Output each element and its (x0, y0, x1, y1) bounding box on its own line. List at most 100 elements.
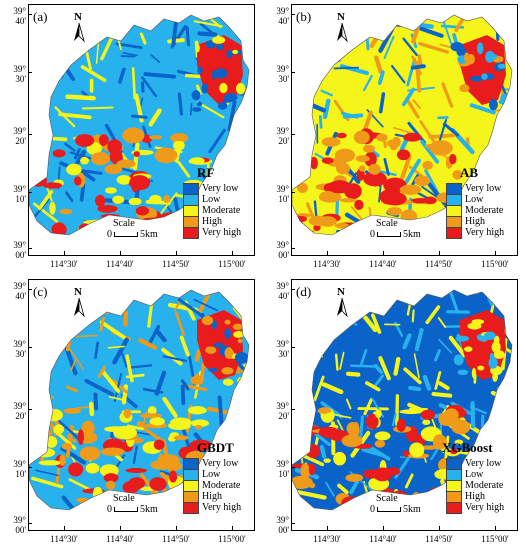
latitude-label: 39° 00' (13, 515, 26, 535)
lon-tick (327, 526, 328, 530)
longitude-label: 114°50' (425, 534, 453, 544)
lon-tick (383, 526, 384, 530)
longitude-label: 115°00' (218, 259, 246, 269)
lat-tick (291, 467, 295, 468)
legend: Very low Low Moderate High Very high (446, 457, 504, 514)
legend-label: Very low (202, 182, 239, 194)
north-arrow-icon: N (71, 11, 87, 45)
longitude-label: 114°50' (162, 259, 190, 269)
legend-label: Low (202, 468, 221, 480)
susceptibility-map (29, 290, 249, 510)
latitude-label: 39° 10' (13, 184, 26, 204)
legend-item: Low (446, 468, 504, 481)
longitude-label: 115°00' (218, 534, 246, 544)
lat-tick (28, 289, 32, 290)
latitude-label: 39° 40' (13, 6, 26, 26)
legend-label: Very low (202, 457, 239, 469)
longitude-label: 114°40' (369, 534, 397, 544)
map-svg (29, 289, 250, 511)
latitude-label: 39° 40' (276, 281, 289, 301)
legend-label: High (465, 215, 485, 227)
scale-bar: Scale 0 5km (370, 218, 421, 240)
panel-label: (d) (296, 284, 312, 299)
legend-item: Very low (183, 457, 241, 470)
map-panel-c: (c) N GBDT Very low Low Moderate High Very high… (0, 275, 263, 550)
map-panel-b: (b) N AB Very low Low Moderate High Very high Sc… (263, 0, 526, 275)
legend-swatch (446, 226, 462, 239)
legend-item: Very low (446, 457, 504, 470)
latitude-label: 39° 40' (276, 6, 289, 26)
legend-label: High (465, 490, 485, 502)
lat-tick (28, 467, 32, 468)
model-name: XGBoost (442, 440, 493, 455)
lat-tick (291, 134, 295, 135)
legend: Very low Low Moderate High Very high (183, 182, 242, 239)
lon-tick (327, 251, 328, 255)
lat-tick (28, 72, 32, 73)
north-arrow-icon: N (71, 286, 87, 320)
legend-item: Very low (446, 182, 504, 195)
legend-label: Very high (465, 226, 505, 238)
legend-item: Moderate (446, 204, 504, 217)
longitude-label: 114°50' (162, 534, 190, 544)
lat-tick (291, 289, 295, 290)
latitude-label: 39° 20' (13, 401, 26, 421)
lat-tick (28, 134, 32, 135)
lat-tick (28, 192, 32, 193)
longitude-label: 114°50' (425, 259, 453, 269)
legend-item: Very high (446, 501, 504, 514)
latitude-label: 39° 20' (13, 126, 26, 146)
legend-label: Moderate (202, 479, 241, 491)
latitude-label: 39° 10' (276, 184, 289, 204)
longitude-label: 115°00' (481, 534, 509, 544)
lat-tick (28, 523, 32, 524)
legend-swatch (183, 501, 199, 514)
longitude-label: 114°30' (313, 259, 341, 269)
map-frame: (a) N RF Very low Low Moderate High Very high Sc… (28, 4, 255, 256)
legend-label: Very low (465, 182, 502, 194)
legend-item: Moderate (446, 479, 504, 492)
lat-tick (291, 192, 295, 193)
legend-item: Low (446, 193, 504, 206)
legend-item: High (446, 215, 504, 228)
legend-item: Very high (183, 501, 242, 514)
panel-label: (a) (33, 9, 48, 24)
legend-label: Moderate (465, 479, 504, 491)
longitude-label: 115°00' (481, 259, 509, 269)
legend-item: Moderate (183, 204, 241, 217)
lon-tick (495, 526, 496, 530)
lat-tick (291, 523, 295, 524)
lon-tick (383, 251, 384, 255)
latitude-label: 39° 20' (276, 126, 289, 146)
legend-label: Very low (465, 457, 502, 469)
legend-item: Very high (446, 226, 505, 239)
legend-item: Moderate (183, 479, 241, 492)
latitude-label: 39° 10' (13, 459, 26, 479)
latitude-label: 39° 00' (276, 240, 289, 260)
longitude-label: 114°40' (106, 259, 134, 269)
latitude-label: 39° 20' (276, 401, 289, 421)
lat-tick (28, 347, 32, 348)
legend: Very low Low Moderate High Very high (183, 457, 242, 514)
latitude-label: 39° 30' (276, 339, 289, 359)
legend-label: Moderate (202, 204, 241, 216)
longitude-label: 114°40' (369, 259, 397, 269)
legend-label: Very high (202, 226, 242, 238)
legend-item: Very high (183, 226, 242, 239)
legend-label: Low (465, 193, 484, 205)
legend-item: Very low (183, 182, 241, 195)
scale-bar: Scale 0 5km (107, 493, 158, 515)
lat-tick (291, 14, 295, 15)
lon-tick (495, 251, 496, 255)
susceptibility-map (292, 290, 512, 510)
lat-tick (28, 14, 32, 15)
north-arrow-icon: N (334, 286, 350, 320)
longitude-label: 114°30' (50, 534, 78, 544)
lon-tick (176, 526, 177, 530)
map-frame: (d) N XGBoost Very low Low Moderate High Very h… (291, 279, 518, 531)
legend-label: Very high (202, 501, 242, 513)
longitude-label: 114°40' (106, 534, 134, 544)
lat-tick (28, 409, 32, 410)
legend-item: High (183, 215, 241, 228)
legend-label: Low (202, 193, 221, 205)
